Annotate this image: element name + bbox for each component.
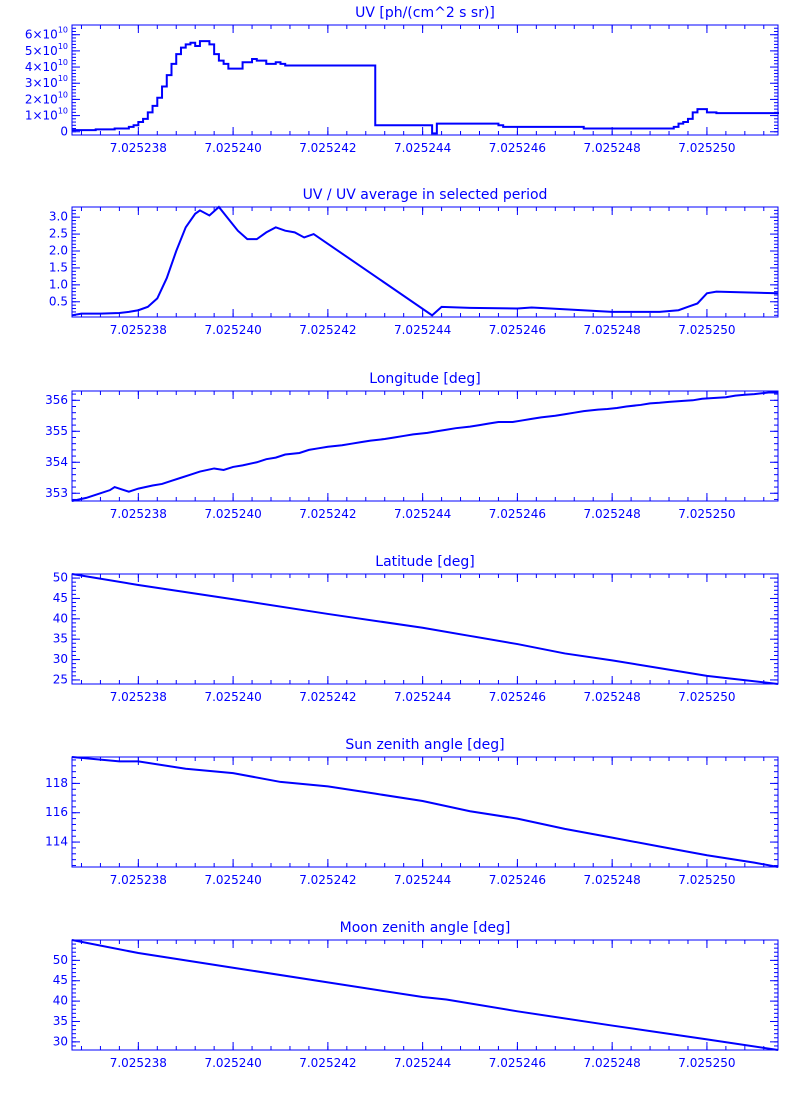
plot-frame <box>71 390 779 502</box>
y-tick-label: 0 <box>60 124 68 138</box>
x-tick-label: 7.025244 <box>394 690 451 704</box>
x-tick-label: 7.025248 <box>584 873 641 887</box>
y-tick-label: 354 <box>45 455 68 469</box>
x-tick-label: 7.025242 <box>299 323 356 337</box>
x-tick-label: 7.025242 <box>299 690 356 704</box>
panel-title: Sun zenith angle [deg] <box>345 737 504 753</box>
y-tick-label: 3×1010 <box>25 74 68 90</box>
x-tick-label: 7.025240 <box>204 1056 261 1070</box>
x-tick-label: 7.025244 <box>394 873 451 887</box>
x-tick-label: 7.025238 <box>110 1056 167 1070</box>
x-tick-label: 7.025238 <box>110 323 167 337</box>
x-tick-label: 7.025250 <box>678 690 735 704</box>
x-tick-label: 7.025238 <box>110 141 167 155</box>
panel-5: Sun zenith angle [deg] 7.025238 7.025240 7.… <box>45 737 779 887</box>
x-tick-label: 7.025248 <box>584 1056 641 1070</box>
y-tick-label: 1×1010 <box>25 106 68 122</box>
x-tick-label: 7.025244 <box>394 1056 451 1070</box>
y-tick-label: 114 <box>45 835 68 849</box>
data-line <box>71 939 779 1051</box>
x-tick-label: 7.025242 <box>299 1056 356 1070</box>
plot-frame <box>71 24 779 136</box>
x-tick-label: 7.025238 <box>110 873 167 887</box>
x-tick-label: 7.025250 <box>678 507 735 521</box>
x-tick-label: 7.025248 <box>584 323 641 337</box>
x-tick-label: 7.025240 <box>204 141 261 155</box>
plot-frame <box>71 939 779 1051</box>
y-tick-label: 5×1010 <box>25 41 68 57</box>
y-tick-label: 40 <box>53 611 68 625</box>
y-tick-label: 30 <box>53 652 68 666</box>
y-tick-label: 50 <box>53 953 68 967</box>
y-tick-label: 45 <box>53 591 68 605</box>
x-tick-label: 7.025248 <box>584 507 641 521</box>
data-line <box>71 391 778 502</box>
x-tick-label: 7.025246 <box>489 507 546 521</box>
data-line <box>72 40 779 135</box>
panel-2: UV / UV average in selected period 7.0252… <box>49 187 779 337</box>
plot-frame <box>71 573 779 685</box>
y-tick-label: 35 <box>53 1014 68 1028</box>
x-tick-label: 7.025240 <box>204 507 261 521</box>
data-line <box>71 573 779 685</box>
y-tick-label: 1.5 <box>49 260 68 274</box>
x-tick-label: 7.025250 <box>678 1056 735 1070</box>
plot-frame <box>71 756 779 868</box>
panel-4: Latitude [deg] 7.025238 7.025240 7.025242 7.… <box>53 554 779 704</box>
x-tick-label: 7.025238 <box>110 690 167 704</box>
x-tick-label: 7.025246 <box>489 1056 546 1070</box>
y-tick-label: 50 <box>53 571 68 585</box>
panel-title: Latitude [deg] <box>375 554 474 570</box>
panel-6: Moon zenith angle [deg] 7.025238 7.025240 7… <box>53 920 779 1070</box>
y-tick-label: 2×1010 <box>25 90 68 106</box>
x-tick-label: 7.025240 <box>204 690 261 704</box>
x-tick-label: 7.025240 <box>204 323 261 337</box>
panel-title: UV / UV average in selected period <box>303 187 548 203</box>
panel-title: UV [ph/(cm^2 s sr)] <box>355 5 495 21</box>
plot-frame <box>71 206 779 318</box>
x-tick-label: 7.025244 <box>394 507 451 521</box>
y-tick-label: 30 <box>53 1034 68 1048</box>
x-tick-label: 7.025242 <box>299 507 356 521</box>
panel-title: Moon zenith angle [deg] <box>340 920 511 936</box>
y-tick-label: 45 <box>53 973 68 987</box>
y-tick-label: 355 <box>45 424 68 438</box>
x-tick-label: 7.025244 <box>394 141 451 155</box>
y-tick-label: 6×1010 <box>25 25 68 41</box>
y-tick-label: 353 <box>45 486 68 500</box>
data-line <box>71 205 779 317</box>
x-tick-label: 7.025250 <box>678 873 735 887</box>
panel-3: Longitude [deg] 7.025238 7.025240 7.025242 7… <box>45 371 779 521</box>
y-tick-label: 3.0 <box>49 210 68 224</box>
x-tick-label: 7.025248 <box>584 141 641 155</box>
panel-1: UV [ph/(cm^2 s sr)] 7.025238 7.025240 7.025… <box>25 5 779 155</box>
x-tick-label: 7.025250 <box>678 141 735 155</box>
y-tick-label: 116 <box>45 805 68 819</box>
y-tick-label: 1.0 <box>49 277 68 291</box>
x-tick-label: 7.025248 <box>584 690 641 704</box>
x-tick-label: 7.025246 <box>489 323 546 337</box>
x-tick-label: 7.025246 <box>489 141 546 155</box>
x-tick-label: 7.025240 <box>204 873 261 887</box>
x-tick-label: 7.025238 <box>110 507 167 521</box>
x-tick-label: 7.025246 <box>489 873 546 887</box>
x-tick-label: 7.025242 <box>299 873 356 887</box>
y-tick-label: 40 <box>53 994 68 1008</box>
y-tick-label: 35 <box>53 632 68 646</box>
y-tick-label: 25 <box>53 672 68 686</box>
x-tick-label: 7.025246 <box>489 690 546 704</box>
x-tick-label: 7.025242 <box>299 141 356 155</box>
y-tick-label: 4×1010 <box>25 58 68 74</box>
y-tick-label: 0.5 <box>49 294 68 308</box>
panel-title: Longitude [deg] <box>369 371 480 387</box>
x-tick-label: 7.025244 <box>394 323 451 337</box>
y-tick-label: 2.5 <box>49 227 68 241</box>
data-line <box>71 756 779 868</box>
y-tick-label: 356 <box>45 393 68 407</box>
y-tick-label: 118 <box>45 776 68 790</box>
y-tick-label: 2.0 <box>49 244 68 258</box>
x-tick-label: 7.025250 <box>678 323 735 337</box>
